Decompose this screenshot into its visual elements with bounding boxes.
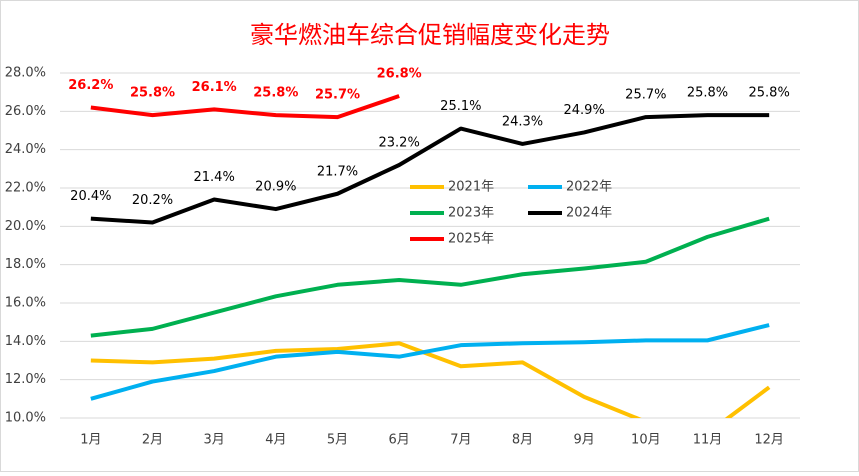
plot-lines [90,94,771,418]
x-tick-label: 10月 [631,433,661,448]
legend-label: 2023年 [448,206,494,221]
legend-label: 2021年 [448,180,494,195]
x-tick-label: 7月 [450,433,471,448]
y-tick-label: 12.0% [5,372,46,387]
data-label: 24.9% [564,103,605,118]
y-tick-label: 14.0% [5,334,46,349]
x-tick-label: 1月 [80,433,101,448]
data-label: 21.4% [194,170,235,185]
data-label: 25.7% [315,88,360,103]
y-tick-label: 28.0% [5,66,46,81]
y-tick-label: 20.0% [5,219,46,234]
data-label: 26.8% [377,67,422,82]
data-label: 21.7% [317,164,358,179]
data-label: 25.8% [253,86,298,101]
line-series [90,113,770,225]
data-label: 23.2% [379,136,420,151]
data-label: 20.2% [132,193,173,208]
y-tick-label: 24.0% [5,142,46,157]
line-series [90,323,770,401]
y-tick-label: 18.0% [5,257,46,272]
x-tick-label: 5月 [327,433,348,448]
data-label: 20.9% [255,180,296,195]
data-label: 25.1% [440,99,481,114]
data-label: 20.4% [70,189,111,204]
legend-label: 2022年 [566,180,612,195]
x-tick-label: 4月 [265,433,286,448]
legend-label: 2025年 [448,232,494,247]
x-tick-label: 12月 [754,433,784,448]
y-tick-label: 26.0% [5,104,46,119]
x-tick-label: 3月 [204,433,225,448]
data-label: 25.7% [625,88,666,103]
data-label: 26.2% [68,78,113,93]
x-tick-label: 6月 [389,433,410,448]
chart-title: 豪华燃油车综合促销幅度变化走势 [250,21,610,49]
x-tick-label: 2月 [142,433,163,448]
line-series [90,341,771,418]
y-tick-label: 10.0% [5,411,46,426]
data-label: 25.8% [749,86,790,101]
data-label: 26.1% [192,80,237,95]
line-series [90,94,400,120]
data-label: 25.8% [687,86,728,101]
data-label: 25.8% [130,86,175,101]
legend-label: 2024年 [566,206,612,221]
y-tick-label: 22.0% [5,181,46,196]
data-label: 24.3% [502,114,543,129]
line-series [90,216,770,338]
x-tick-label: 11月 [693,433,723,448]
x-tick-label: 8月 [512,433,533,448]
x-tick-label: 9月 [574,433,595,448]
y-tick-label: 16.0% [5,296,46,311]
